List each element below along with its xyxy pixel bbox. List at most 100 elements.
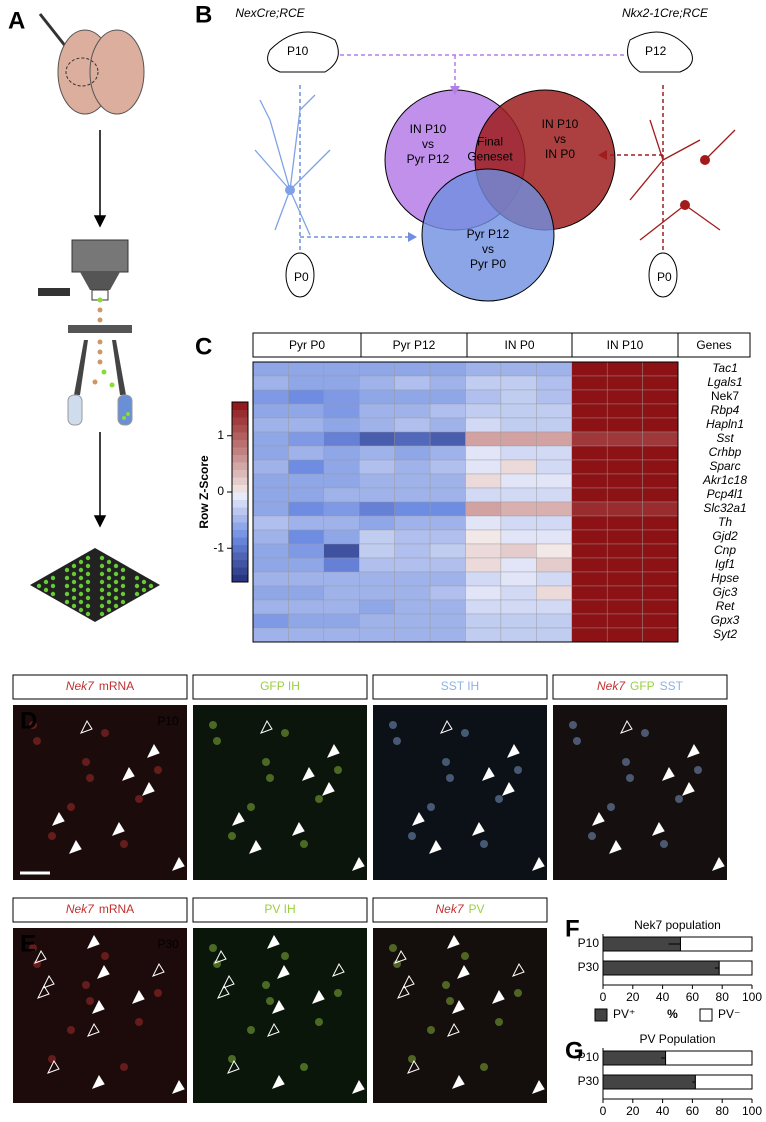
heatmap-cell <box>536 557 572 573</box>
venn-label: Pyr P12 <box>467 227 510 241</box>
arrowhead <box>411 811 425 826</box>
heatmap-cell <box>500 557 537 573</box>
cell-signal <box>626 774 634 782</box>
cell-signal <box>266 997 274 1005</box>
colorbar-step <box>232 544 248 553</box>
heatmap-cell <box>394 389 431 405</box>
heatmap-cell <box>642 613 679 629</box>
drawing-circle <box>285 185 295 195</box>
colorbar-step <box>232 537 248 545</box>
column-header: Pyr P12 <box>393 338 436 352</box>
arrowhead <box>711 856 725 871</box>
arrowhead <box>79 719 93 734</box>
heatmap-cell <box>394 459 431 475</box>
heatmap-cell <box>571 571 608 587</box>
gene-label: Lgals1 <box>707 375 742 389</box>
microarray-chip <box>30 548 160 622</box>
heatmap-cell <box>606 515 643 531</box>
cell-signal <box>48 832 56 840</box>
gene-label: Syt2 <box>713 627 737 641</box>
heatmap-cell <box>323 375 360 391</box>
legend-swatch <box>594 1008 608 1022</box>
panel-header: Nek7 PV <box>435 902 484 916</box>
heatmap-cell <box>571 375 608 391</box>
heatmap-cell <box>323 599 360 615</box>
heatmap-cell <box>359 613 395 629</box>
venn-label: vs <box>422 137 434 151</box>
heatmap-cell <box>323 473 360 489</box>
heatmap-cell <box>536 473 572 489</box>
heatmap-cell <box>323 417 360 433</box>
heatmap-cell <box>323 389 360 405</box>
heatmap-cell <box>288 473 325 489</box>
heatmap-cell <box>252 459 289 475</box>
gene-label: Tac1 <box>712 361 738 375</box>
arrowhead <box>51 811 65 826</box>
heatmap-cell <box>606 473 643 489</box>
heatmap-cell <box>394 613 431 629</box>
heatmap-cell <box>359 361 395 377</box>
heatmap-cell <box>642 627 679 643</box>
cell-signal <box>389 721 397 729</box>
heatmap-cell <box>606 585 643 601</box>
colorbar-step <box>232 447 248 455</box>
heatmap-cell <box>252 627 289 643</box>
heatmap-cell <box>536 403 572 419</box>
heatmap-cell <box>500 361 537 377</box>
heatmap-cell <box>465 417 502 433</box>
arrowhead <box>393 949 407 964</box>
arrowhead <box>446 934 460 949</box>
heatmap-cell <box>429 459 466 475</box>
arrowhead <box>291 821 305 836</box>
heatmap-cell <box>288 375 325 391</box>
heatmap-cell <box>536 613 572 629</box>
heatmap-cell <box>536 627 572 643</box>
drawing-rect <box>38 288 70 296</box>
genotype-label: Nkx2-1Cre;RCE <box>622 6 709 20</box>
chip-spot <box>64 599 70 605</box>
heatmap-cell <box>288 459 325 475</box>
gene-label: Slc32a1 <box>703 501 746 515</box>
heatmap-cell <box>359 389 395 405</box>
arrowhead <box>321 781 335 796</box>
heatmap-cell <box>323 431 360 447</box>
heatmap-cell <box>323 445 360 461</box>
cell-signal <box>495 1018 503 1026</box>
heatmap-cell <box>323 459 360 475</box>
gene-label: Igf1 <box>715 557 735 571</box>
chip-spot <box>50 591 56 597</box>
panel-header: Nek7 mRNA <box>66 902 134 916</box>
heatmap-cell <box>606 543 643 559</box>
flow-arrows <box>93 130 107 528</box>
heatmap-cell <box>500 487 537 503</box>
heatmap-cell <box>359 599 395 615</box>
heatmap-cell <box>323 557 360 573</box>
heatmap-cell <box>359 431 395 447</box>
cell-signal <box>33 737 41 745</box>
arrowhead <box>91 999 105 1014</box>
heatmap-cell <box>500 403 537 419</box>
cell-signal <box>154 766 162 774</box>
heatmap-cell <box>252 599 289 615</box>
arrowhead <box>68 839 82 854</box>
arrowhead <box>171 1079 185 1094</box>
heatmap-cell <box>359 375 395 391</box>
arrowhead <box>146 743 160 758</box>
cell-signal <box>281 952 289 960</box>
heatmap-cell <box>571 585 608 601</box>
venn-label: Final <box>477 135 503 149</box>
gene-label: Nek7 <box>711 389 739 403</box>
heatmap-cell <box>606 361 643 377</box>
arrowhead <box>259 719 273 734</box>
x-tick-label: 0 <box>600 990 607 1004</box>
chip-spot <box>71 579 77 585</box>
heatmap-cell <box>642 375 679 391</box>
arrowhead <box>428 839 442 854</box>
heatmap-cell <box>394 501 431 517</box>
cell-signal <box>101 729 109 737</box>
cell-signal <box>427 1026 435 1034</box>
heatmap-cell <box>252 543 289 559</box>
colorbar-step <box>232 514 248 523</box>
colorbar-step <box>232 454 248 463</box>
drawing-ellipse <box>648 252 678 298</box>
